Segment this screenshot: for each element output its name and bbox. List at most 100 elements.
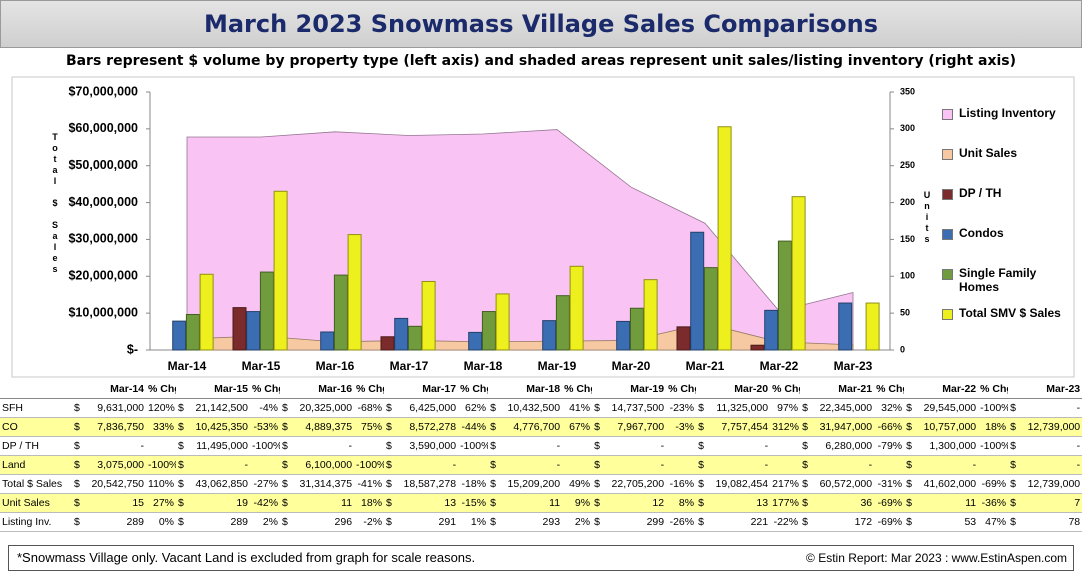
bar	[777, 240, 792, 351]
currency-sign: $	[384, 436, 395, 456]
table-header: Mar-21	[800, 380, 875, 399]
table-header: Mar-14	[72, 380, 147, 399]
table-value: 6,100,000	[290, 455, 355, 475]
y-tick-label: $30,000,000	[68, 232, 138, 246]
currency-sign: $	[176, 474, 187, 494]
percent-change: -42%	[250, 493, 281, 513]
percent-change: -2%	[354, 512, 385, 532]
legend-item: DP / TH	[942, 186, 1067, 226]
currency-sign: $	[696, 493, 707, 513]
currency-sign: $	[280, 474, 291, 494]
bar	[394, 317, 409, 351]
table-header: Mar-18	[488, 380, 563, 399]
percent-change: 75%	[354, 417, 385, 437]
table-value: 3,075,000	[82, 455, 147, 475]
table-value: -	[602, 436, 667, 456]
bar	[495, 293, 510, 351]
currency-sign: $	[280, 512, 291, 532]
currency-sign: $	[176, 398, 187, 418]
percent-change: -100%	[458, 436, 489, 456]
currency-sign: $	[592, 474, 603, 494]
table-header: Mar-16	[280, 380, 355, 399]
y2-tick-label: 350	[900, 86, 915, 96]
row-label: SFH	[0, 398, 72, 418]
currency-sign: $	[696, 512, 707, 532]
legend-label: Single Family Homes	[959, 266, 1037, 294]
table-header: Mar-17	[384, 380, 459, 399]
bar	[629, 307, 644, 351]
percent-change: -100%	[250, 436, 281, 456]
x-tick-label: Mar-19	[538, 359, 577, 373]
currency-sign: $	[800, 493, 811, 513]
row-label: Listing Inv.	[0, 512, 72, 532]
percent-change: -100%	[146, 455, 177, 475]
x-tick-label: Mar-18	[464, 359, 503, 373]
x-tick-label: Mar-15	[242, 359, 281, 373]
currency-sign: $	[280, 417, 291, 437]
y-tick-label: $60,000,000	[68, 121, 138, 135]
table-header: Mar-15	[176, 380, 251, 399]
bar	[750, 344, 765, 351]
percent-change: 49%	[562, 474, 593, 494]
percent-change: 110%	[146, 474, 177, 494]
currency-sign: $	[800, 436, 811, 456]
table-header: % Chg	[874, 380, 905, 399]
percent-change: -15%	[458, 493, 489, 513]
table-header: Mar-19	[592, 380, 667, 399]
y-axis-title: Total $ Sales	[50, 132, 60, 275]
table-value: 11,325,000	[706, 398, 771, 418]
table-value: 21,142,500	[186, 398, 251, 418]
currency-sign: $	[696, 398, 707, 418]
table-header: % Chg	[666, 380, 697, 399]
currency-sign: $	[280, 493, 291, 513]
percent-change: 120%	[146, 398, 177, 418]
percent-change	[978, 455, 1009, 475]
bar	[246, 311, 261, 351]
x-tick-label: Mar-17	[390, 359, 429, 373]
table-value: 9,631,000	[82, 398, 147, 418]
table-row: SFH $9,631,000 120% $21,142,500 -4% $20,325,0…	[0, 398, 1082, 418]
currency-sign: $	[1008, 474, 1019, 494]
percent-change: -23%	[666, 398, 697, 418]
row-label: Unit Sales	[0, 493, 72, 513]
table-value: 1,300,000	[914, 436, 979, 456]
table-value: -	[82, 436, 147, 456]
currency-sign: $	[384, 474, 395, 494]
percent-change	[146, 436, 177, 456]
currency-sign: $	[488, 436, 499, 456]
currency-sign: $	[904, 474, 915, 494]
currency-sign: $	[800, 455, 811, 475]
table-header: % Chg	[146, 380, 177, 399]
percent-change	[770, 455, 801, 475]
table-value: -	[498, 455, 563, 475]
table-value: 60,572,000	[810, 474, 875, 494]
currency-sign: $	[488, 455, 499, 475]
currency-sign: $	[904, 436, 915, 456]
percent-change: -31%	[874, 474, 905, 494]
table-header: % Chg	[354, 380, 385, 399]
currency-sign: $	[1008, 417, 1019, 437]
bar	[232, 307, 247, 351]
currency-sign: $	[488, 474, 499, 494]
y2-tick-label: 300	[900, 123, 915, 133]
bar	[791, 196, 806, 351]
row-label: CO	[0, 417, 72, 437]
row-label: DP / TH	[0, 436, 72, 456]
x-tick-label: Mar-21	[686, 359, 725, 373]
y2-tick-label: 100	[900, 271, 915, 281]
currency-sign: $	[384, 417, 395, 437]
table-row: Total $ Sales $20,542,750 110% $43,062,850-…	[0, 474, 1082, 494]
y-tick-label: $40,000,000	[68, 195, 138, 209]
percent-change	[354, 436, 385, 456]
currency-sign: $	[904, 493, 915, 513]
y2-tick-label: 150	[900, 234, 915, 244]
percent-change: -44%	[458, 417, 489, 437]
table-value: 78	[1018, 512, 1082, 532]
x-tick-label: Mar-23	[834, 359, 873, 373]
bar	[273, 190, 288, 351]
table-value: 18,587,278	[394, 474, 459, 494]
bar	[185, 314, 200, 351]
table-value: 31,314,375	[290, 474, 355, 494]
y2-tick-label: 50	[900, 308, 910, 318]
currency-sign: $	[72, 493, 82, 513]
